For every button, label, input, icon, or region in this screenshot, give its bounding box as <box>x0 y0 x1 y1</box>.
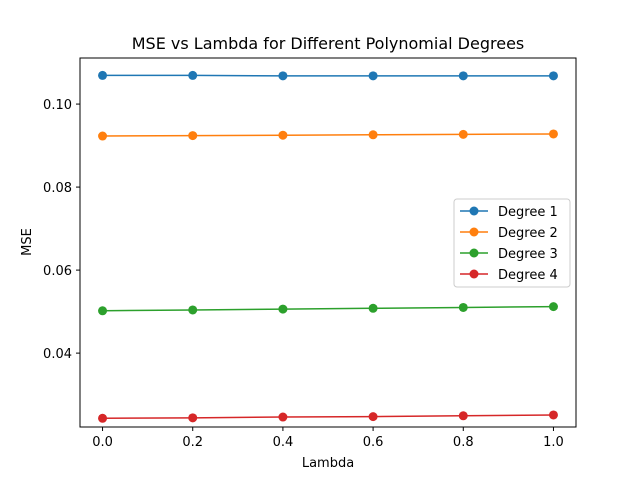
data-point <box>278 412 288 422</box>
series-2 <box>98 129 558 141</box>
data-point <box>548 302 558 312</box>
data-point <box>98 306 108 316</box>
legend-item: Degree 3 <box>460 247 558 262</box>
x-tick-label: 0.4 <box>273 435 294 450</box>
data-point <box>98 70 108 80</box>
x-tick-label: 0.0 <box>92 435 113 450</box>
x-axis-label: Lambda <box>302 456 354 471</box>
x-tick-label: 0.6 <box>363 435 384 450</box>
y-axis-label: MSE <box>20 228 35 256</box>
legend-marker <box>469 269 479 279</box>
data-point <box>278 71 288 81</box>
series-line <box>102 133 554 137</box>
legend-item: Degree 1 <box>460 205 558 220</box>
data-point <box>458 411 468 421</box>
data-point <box>458 71 468 81</box>
legend-item: Degree 4 <box>460 268 558 283</box>
legend-marker <box>469 227 479 237</box>
legend-label: Degree 2 <box>498 226 558 241</box>
data-point <box>368 412 378 422</box>
series-3 <box>98 302 558 316</box>
series-line <box>102 305 554 312</box>
data-point <box>188 413 198 423</box>
data-point <box>548 71 558 81</box>
data-point <box>548 410 558 420</box>
y-tick-label: 0.08 <box>43 181 72 196</box>
y-axis: 0.04 0.06 0.08 0.10 <box>43 98 80 362</box>
legend-marker <box>469 206 479 216</box>
data-point <box>98 131 108 141</box>
data-point <box>548 129 558 139</box>
x-tick-label: 0.8 <box>453 435 474 450</box>
legend-label: Degree 3 <box>498 247 558 262</box>
legend-item: Degree 2 <box>460 226 558 241</box>
plot-frame <box>79 57 577 428</box>
x-axis: 0.0 0.2 0.4 0.6 0.8 1.0 <box>92 427 564 450</box>
data-point <box>278 304 288 314</box>
chart-title: MSE vs Lambda for Different Polynomial D… <box>132 34 525 53</box>
data-point <box>458 302 468 312</box>
legend-label: Degree 1 <box>498 205 558 220</box>
y-tick-label: 0.06 <box>43 264 72 279</box>
series-line <box>102 414 554 420</box>
data-point <box>368 71 378 81</box>
plot-area <box>98 70 558 423</box>
data-point <box>188 305 198 315</box>
legend-label: Degree 4 <box>498 268 558 283</box>
series-1 <box>98 70 558 81</box>
data-point <box>368 130 378 140</box>
data-point <box>188 70 198 80</box>
data-point <box>278 130 288 140</box>
data-point <box>368 303 378 313</box>
data-point <box>188 131 198 141</box>
y-tick-label: 0.10 <box>43 98 72 113</box>
data-point <box>458 129 468 139</box>
series-4 <box>98 410 558 423</box>
data-point <box>98 413 108 423</box>
legend: Degree 1 Degree 2 Degree 3 Degree 4 <box>453 198 571 288</box>
x-tick-label: 0.2 <box>182 435 203 450</box>
legend-marker <box>469 248 479 258</box>
legend-box <box>453 198 571 288</box>
y-tick-label: 0.04 <box>43 347 72 362</box>
x-tick-label: 1.0 <box>543 435 564 450</box>
